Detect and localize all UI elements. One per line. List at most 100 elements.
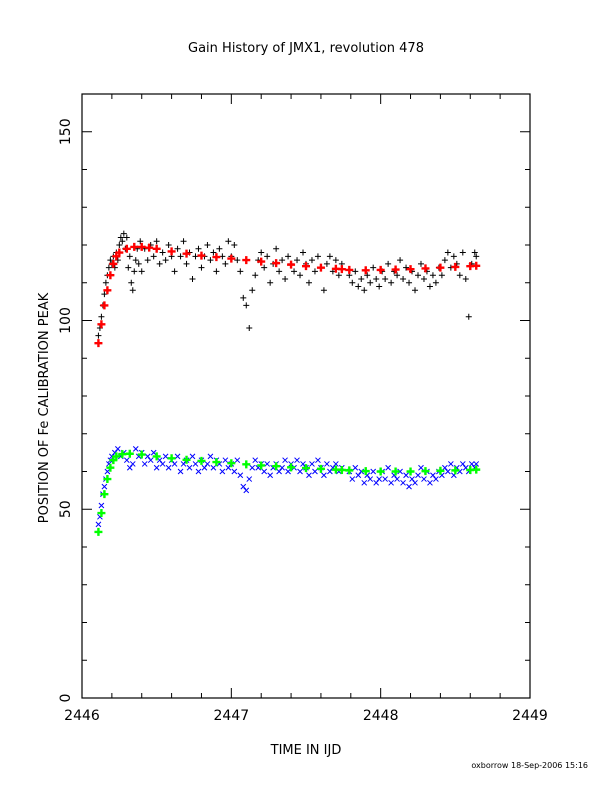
data-point bbox=[335, 272, 342, 279]
data-point bbox=[391, 265, 400, 274]
data-point bbox=[106, 271, 115, 280]
data-point bbox=[227, 459, 236, 468]
data-point bbox=[403, 264, 410, 271]
data-point bbox=[459, 461, 466, 467]
data-point bbox=[257, 257, 266, 266]
data-point bbox=[349, 279, 356, 286]
data-point bbox=[116, 242, 123, 248]
data-point bbox=[376, 283, 383, 290]
data-point bbox=[137, 242, 146, 251]
data-point bbox=[212, 253, 221, 262]
data-point bbox=[222, 260, 229, 267]
data-point bbox=[321, 472, 327, 479]
data-point bbox=[421, 264, 430, 273]
data-point bbox=[240, 294, 247, 301]
data-point bbox=[94, 527, 103, 536]
data-point bbox=[364, 272, 371, 279]
data-point bbox=[279, 464, 285, 471]
data-point bbox=[345, 265, 354, 274]
data-point bbox=[447, 461, 454, 467]
data-point bbox=[114, 445, 121, 452]
data-point bbox=[282, 275, 289, 282]
data-point bbox=[144, 453, 151, 460]
data-point bbox=[306, 472, 312, 479]
data-point bbox=[192, 461, 199, 467]
data-point bbox=[126, 464, 133, 471]
data-point bbox=[445, 468, 451, 475]
data-point bbox=[376, 476, 383, 482]
data-point bbox=[261, 264, 268, 271]
data-point bbox=[282, 457, 288, 464]
data-point bbox=[174, 453, 181, 460]
data-point bbox=[182, 249, 191, 258]
data-point bbox=[258, 249, 265, 256]
data-point bbox=[177, 468, 184, 475]
data-point bbox=[473, 253, 480, 260]
data-point bbox=[417, 260, 424, 267]
data-point bbox=[195, 468, 202, 475]
data-point bbox=[180, 238, 187, 245]
y-tick-label: 0 bbox=[58, 694, 74, 703]
data-point bbox=[320, 287, 327, 294]
data-point bbox=[118, 450, 127, 459]
data-point bbox=[246, 325, 253, 332]
data-point bbox=[171, 268, 178, 275]
data-point bbox=[370, 264, 377, 271]
data-point bbox=[138, 268, 145, 275]
data-point bbox=[397, 468, 403, 475]
data-point bbox=[456, 272, 463, 279]
data-point bbox=[94, 339, 103, 348]
data-point bbox=[237, 472, 244, 479]
data-point bbox=[294, 257, 301, 264]
data-point bbox=[462, 275, 469, 282]
data-point bbox=[132, 257, 139, 264]
data-point bbox=[323, 260, 330, 267]
data-point bbox=[189, 275, 196, 282]
data-point bbox=[352, 268, 359, 275]
data-point bbox=[373, 479, 380, 486]
data-point bbox=[394, 272, 401, 279]
data-point bbox=[213, 268, 220, 275]
data-point bbox=[95, 332, 102, 339]
data-point bbox=[125, 264, 132, 271]
data-point bbox=[272, 259, 281, 268]
data-point bbox=[135, 260, 142, 267]
data-point bbox=[406, 483, 412, 490]
data-point bbox=[144, 257, 151, 264]
data-point bbox=[264, 461, 271, 467]
data-point bbox=[130, 242, 139, 251]
data-point bbox=[297, 272, 304, 279]
data-point bbox=[358, 275, 365, 282]
data-point bbox=[150, 253, 157, 260]
x-tick-label: 2447 bbox=[214, 708, 250, 724]
data-point bbox=[98, 502, 105, 509]
data-point bbox=[177, 253, 184, 260]
data-point bbox=[225, 238, 232, 245]
data-point bbox=[358, 468, 365, 475]
data-point bbox=[472, 465, 481, 474]
data-point bbox=[100, 301, 109, 310]
data-point bbox=[285, 468, 291, 475]
data-point bbox=[152, 244, 161, 253]
data-point bbox=[219, 468, 226, 475]
data-point bbox=[222, 457, 229, 464]
data-point bbox=[210, 249, 217, 256]
data-point bbox=[305, 279, 312, 286]
data-point bbox=[180, 461, 187, 467]
data-point bbox=[132, 445, 139, 452]
y-tick-label: 50 bbox=[58, 500, 74, 518]
data-point bbox=[412, 479, 418, 486]
data-point bbox=[315, 457, 321, 464]
data-point bbox=[426, 283, 433, 290]
x-tick-label: 2448 bbox=[363, 708, 399, 724]
data-point bbox=[231, 242, 238, 248]
data-point bbox=[97, 320, 106, 329]
data-point bbox=[234, 457, 241, 464]
data-point bbox=[314, 253, 321, 260]
data-point bbox=[115, 248, 124, 257]
data-point bbox=[397, 257, 404, 264]
data-point bbox=[156, 457, 163, 464]
data-point bbox=[388, 479, 394, 486]
data-point bbox=[198, 264, 205, 271]
